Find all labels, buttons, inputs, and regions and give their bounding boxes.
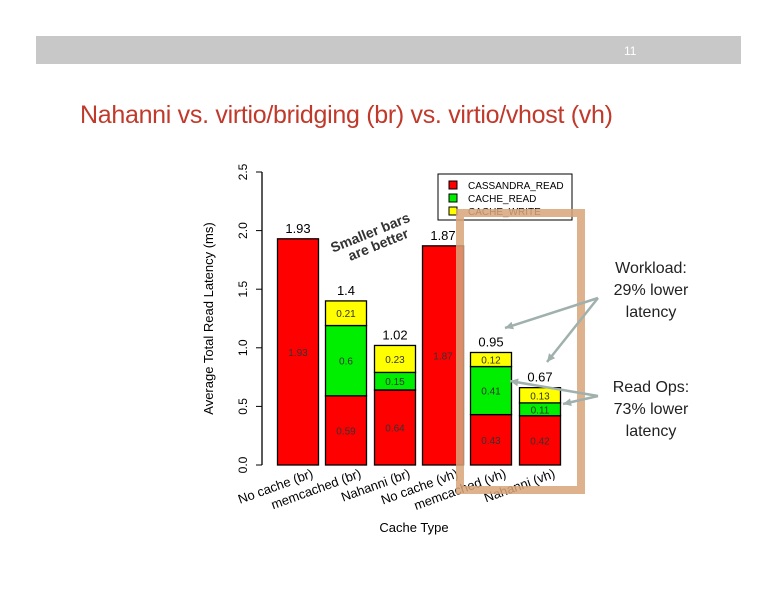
legend-label: CACHE_READ (468, 194, 536, 205)
legend-swatch (448, 206, 458, 216)
y-tick-label: 1.0 (236, 339, 250, 356)
callout-readops-text: 73% lower (614, 401, 689, 418)
x-axis-label: Cache Type (379, 520, 448, 535)
arrow (509, 379, 599, 398)
bar-value-label: 0.21 (336, 309, 356, 320)
y-tick-label: 1.5 (236, 281, 250, 298)
bar-value-label: 0.12 (481, 356, 501, 367)
slide-title: Nahanni vs. virtio/bridging (br) vs. vir… (80, 101, 613, 129)
bar-value-label: 0.11 (531, 405, 550, 416)
bar-value-label: 0.15 (385, 377, 405, 388)
bar-total-label: 1.4 (337, 283, 355, 298)
bar-total-label: 0.95 (478, 334, 503, 349)
y-tick-label: 0.5 (236, 398, 250, 415)
bar-value-label: 0.64 (385, 423, 405, 434)
callout-workload-text: 29% lower (614, 282, 689, 299)
bar-value-label: 0.59 (336, 426, 356, 437)
y-tick-label: 0.0 (236, 456, 250, 473)
bar-value-label: 0.43 (481, 436, 501, 447)
bar-value-label: 0.42 (530, 436, 550, 447)
page-number: 11 (624, 44, 637, 58)
bar-value-label: 0.6 (339, 357, 353, 368)
bar-value-label: 1.93 (288, 348, 308, 359)
arrow-head (563, 398, 572, 407)
bar-segment (324, 395, 368, 466)
bar-segment (518, 386, 562, 404)
legend-label: CASSANDRA_READ (468, 181, 564, 192)
y-axis-label: Average Total Read Latency (ms) (201, 222, 216, 414)
y-tick-label: 2.0 (236, 222, 250, 239)
highlight-box (456, 209, 585, 494)
bar-segment (373, 389, 417, 466)
bar-value-label: 0.13 (530, 391, 550, 402)
bar-total-label: 1.02 (382, 327, 407, 342)
arrow-head (505, 321, 514, 330)
bar-segment (324, 300, 368, 327)
bar-segment (518, 415, 562, 466)
arrow (546, 297, 599, 363)
legend-swatch (448, 193, 458, 203)
bar-segment (469, 351, 513, 368)
bar-total-label: 0.67 (527, 370, 552, 385)
arrow-head (547, 353, 556, 362)
bar-segment (469, 413, 513, 466)
callout-readops-text: Read Ops: (613, 379, 689, 396)
arrow-head (510, 378, 519, 387)
callout-readops-text: latency (626, 423, 677, 440)
bar-value-label: 0.41 (481, 387, 501, 398)
bar-value-label: 1.87 (433, 351, 453, 362)
bar-segment (373, 344, 417, 374)
callout-workload-text: Workload: (615, 260, 687, 277)
legend-swatch (448, 180, 458, 190)
bar-total-label: 1.87 (430, 228, 455, 243)
bar-value-label: 0.23 (385, 355, 405, 366)
y-tick-label: 2.5 (236, 163, 250, 180)
header-bar (36, 36, 741, 64)
arrow (504, 296, 599, 330)
callout-workload-text: latency (626, 304, 677, 321)
bar-segment (276, 238, 320, 466)
bar-total-label: 1.93 (285, 221, 310, 236)
